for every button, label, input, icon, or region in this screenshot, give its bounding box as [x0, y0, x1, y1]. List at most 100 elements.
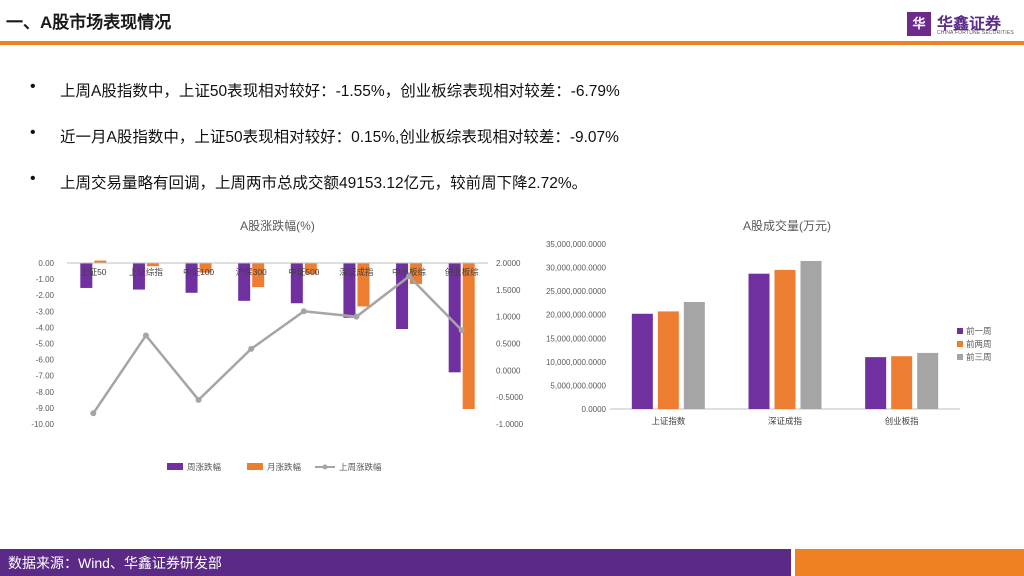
- summary-bullets: • 上周A股指数中，上证50表现相对较好：-1.55%，创业板综表现相对较差：-…: [30, 78, 930, 216]
- footer-bar: [0, 549, 791, 576]
- bar-week-3: [800, 260, 822, 409]
- y-tick-label: -2.00: [36, 291, 55, 300]
- volume-chart: A股成交量(万元) 35,000,000.0000 30,000,000.0000 2…: [546, 218, 992, 426]
- header-divider: [0, 41, 1024, 45]
- bar-weekly-change: [80, 263, 93, 288]
- bullet-text: 上周A股指数中，上证50表现相对较好：-1.55%，创业板综表现相对较差：-6.…: [60, 83, 620, 100]
- y-tick-label: -7.00: [36, 372, 55, 381]
- company-logo: 华 华鑫证券 CHINA FORTUNE SECURITIES: [907, 10, 1019, 38]
- x-tick-label: 沪深300: [236, 267, 267, 277]
- legend-swatch: [957, 341, 963, 347]
- y2-tick-label: -0.5000: [496, 393, 524, 402]
- line-point: [458, 327, 465, 334]
- x-tick-label: 中证100: [183, 267, 214, 277]
- bar-weekly-change: [132, 263, 145, 290]
- x-tick-label: 中证500: [288, 267, 319, 277]
- bar-weekly-change: [238, 263, 251, 301]
- logo-name-cn: 华鑫证券: [937, 16, 1002, 33]
- y2-tick-label: 0.0000: [496, 366, 521, 375]
- y-tick-label: -1.00: [36, 275, 55, 284]
- x-tick-label: 深证成指: [768, 416, 803, 426]
- legend-label: 前三周: [966, 352, 992, 362]
- chart-title: A股成交量(万元): [743, 218, 831, 233]
- y-tick-label: -5.00: [36, 340, 55, 349]
- legend-swatch: [957, 328, 963, 334]
- y-tick-label: 35,000,000.0000: [546, 240, 607, 249]
- bar-weekly-change: [185, 263, 198, 293]
- bar-week-1: [748, 273, 770, 409]
- legend-label: 月涨跌幅: [267, 462, 302, 472]
- logo-name-en: CHINA FORTUNE SECURITIES: [937, 30, 1014, 36]
- bar-monthly-change: [357, 263, 370, 307]
- y2-tick-label: 1.5000: [496, 286, 521, 295]
- x-tick-label: 上证指数: [651, 416, 686, 426]
- bar-monthly-change: [410, 263, 423, 284]
- line-point: [353, 313, 360, 320]
- bullet-dot-icon: •: [30, 78, 36, 95]
- y-tick-label: -6.00: [36, 356, 55, 365]
- chart-title: A股涨跌幅(%): [240, 218, 315, 233]
- y2-tick-label: 2.0000: [496, 259, 521, 268]
- y2-tick-label: 1.0000: [496, 313, 521, 322]
- legend-label: 前两周: [966, 339, 992, 349]
- bar-weekly-change: [343, 263, 356, 318]
- legend-swatch: [957, 354, 963, 360]
- line-point: [248, 345, 255, 352]
- y-tick-label: 0.00: [38, 259, 54, 268]
- line-point: [300, 308, 307, 315]
- legend-marker: [322, 464, 328, 470]
- legend-swatch: [247, 463, 263, 470]
- page-title: 一、A股市场表现情况: [6, 13, 172, 32]
- y-tick-label: -8.00: [36, 388, 55, 397]
- x-tick-label: 创业板指: [885, 416, 920, 426]
- bar-monthly-change: [94, 260, 107, 263]
- y-tick-label: -3.00: [36, 307, 55, 316]
- bar-monthly-change: [304, 263, 317, 275]
- y-tick-label: 0.0000: [582, 405, 607, 414]
- bar-monthly-change: [146, 263, 159, 267]
- bar-monthly-change: [199, 263, 212, 273]
- x-tick-label: 深证成指: [339, 267, 374, 277]
- bullet-item: • 近一月A股指数中，上证50表现相对较好：0.15%,创业板综表现相对较差：-…: [30, 124, 930, 170]
- bar-week-1: [865, 357, 887, 409]
- legend-swatch: [167, 463, 183, 470]
- bar-week-2: [891, 356, 913, 409]
- line-point: [195, 396, 202, 403]
- line-prev-week-change: [92, 274, 463, 414]
- x-tick-label: 上证综指: [129, 267, 164, 277]
- y2-tick-label: 0.5000: [496, 340, 521, 349]
- line-point: [406, 273, 413, 280]
- legend-label: 上周涨跌幅: [339, 462, 382, 472]
- y-tick-label: -9.00: [36, 404, 55, 413]
- bar-week-3: [917, 352, 939, 409]
- y-tick-label: -10.00: [31, 420, 54, 429]
- footer-accent: [795, 549, 1024, 576]
- bullet-item: • 上周交易量略有回调，上周两市总成交额49153.12亿元，较前周下降2.72…: [30, 170, 930, 216]
- logo-mark-icon: 华: [907, 12, 931, 36]
- bullet-text: 近一月A股指数中，上证50表现相对较好：0.15%,创业板综表现相对较差：-9.…: [60, 129, 619, 146]
- bar-monthly-change: [252, 263, 265, 288]
- line-point: [142, 332, 149, 339]
- bar-week-1: [631, 313, 653, 409]
- bullet-item: • 上周A股指数中，上证50表现相对较好：-1.55%，创业板综表现相对较差：-…: [30, 78, 930, 124]
- bar-week-2: [657, 311, 679, 409]
- bar-monthly-change: [462, 263, 475, 410]
- y-tick-label: 30,000,000.0000: [546, 264, 607, 273]
- x-tick-label: 上证50: [80, 267, 107, 277]
- y-tick-label: 15,000,000.0000: [546, 334, 607, 343]
- bar-weekly-change: [448, 263, 461, 373]
- y2-tick-label: -1.0000: [496, 420, 524, 429]
- bar-weekly-change: [290, 263, 303, 304]
- data-source: 数据来源：Wind、华鑫证券研发部: [8, 555, 222, 571]
- y-tick-label: 25,000,000.0000: [546, 287, 607, 296]
- x-tick-label: 中小板综: [392, 267, 427, 277]
- bullet-text: 上周交易量略有回调，上周两市总成交额49153.12亿元，较前周下降2.72%。: [60, 175, 588, 192]
- legend-label: 前一周: [966, 326, 992, 336]
- bar-week-2: [774, 269, 796, 409]
- y-tick-label: -4.00: [36, 323, 55, 332]
- y-tick-label: 10,000,000.0000: [546, 358, 607, 367]
- bar-week-3: [683, 301, 705, 409]
- legend-label: 周涨跌幅: [187, 462, 222, 472]
- y-tick-label: 20,000,000.0000: [546, 311, 607, 320]
- y-tick-label: 5,000,000.0000: [550, 381, 606, 390]
